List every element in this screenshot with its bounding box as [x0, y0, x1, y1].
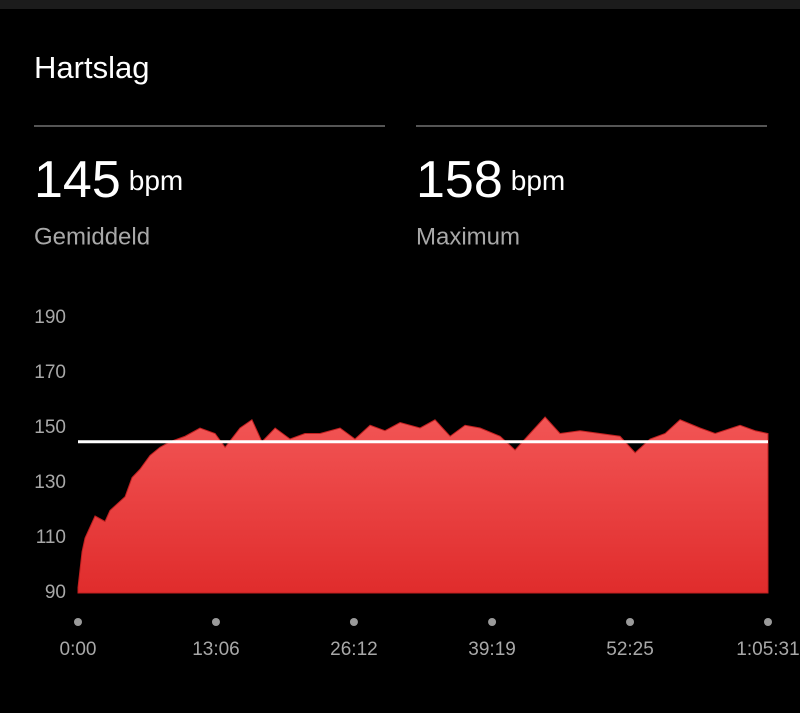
- x-tick-label: 26:12: [330, 639, 378, 660]
- y-tick-label: 190: [34, 307, 66, 328]
- stat-maximum: 158 bpm: [416, 151, 565, 209]
- chart: 90 110 130 150 170 190 0:00 13:06 26:12 39:19 52:2…: [34, 307, 799, 660]
- y-tick-label: 130: [34, 472, 66, 493]
- stat-unit: bpm: [511, 165, 565, 196]
- x-tick-label: 52:25: [606, 639, 654, 660]
- stat-value: 158: [416, 151, 503, 209]
- stat-average: 145 bpm: [34, 151, 183, 209]
- card-title: Hartslag: [34, 50, 149, 85]
- heart-rate-area: [77, 416, 769, 594]
- y-tick-label: 110: [36, 527, 66, 548]
- x-tick-dot: [626, 618, 635, 626]
- x-tick-label: 39:19: [468, 639, 516, 660]
- x-tick-dot: [349, 618, 358, 626]
- x-tick-dot: [764, 618, 772, 626]
- y-tick-label: 170: [34, 362, 66, 383]
- stat-label: Maximum: [416, 223, 520, 250]
- stat-value: 145: [34, 151, 121, 209]
- y-tick-label: 90: [45, 582, 66, 603]
- x-tick-label: 0:00: [60, 639, 97, 660]
- top-bar: [0, 0, 800, 9]
- x-tick-label: 1:05:31: [736, 639, 799, 660]
- x-tick-label: 13:06: [192, 639, 240, 660]
- x-tick-dot: [74, 618, 82, 626]
- x-tick-dot: [211, 618, 220, 626]
- x-tick-dot: [488, 618, 497, 626]
- stat-unit: bpm: [129, 165, 183, 196]
- stat-label: Gemiddeld: [34, 223, 150, 250]
- y-tick-label: 150: [34, 417, 66, 438]
